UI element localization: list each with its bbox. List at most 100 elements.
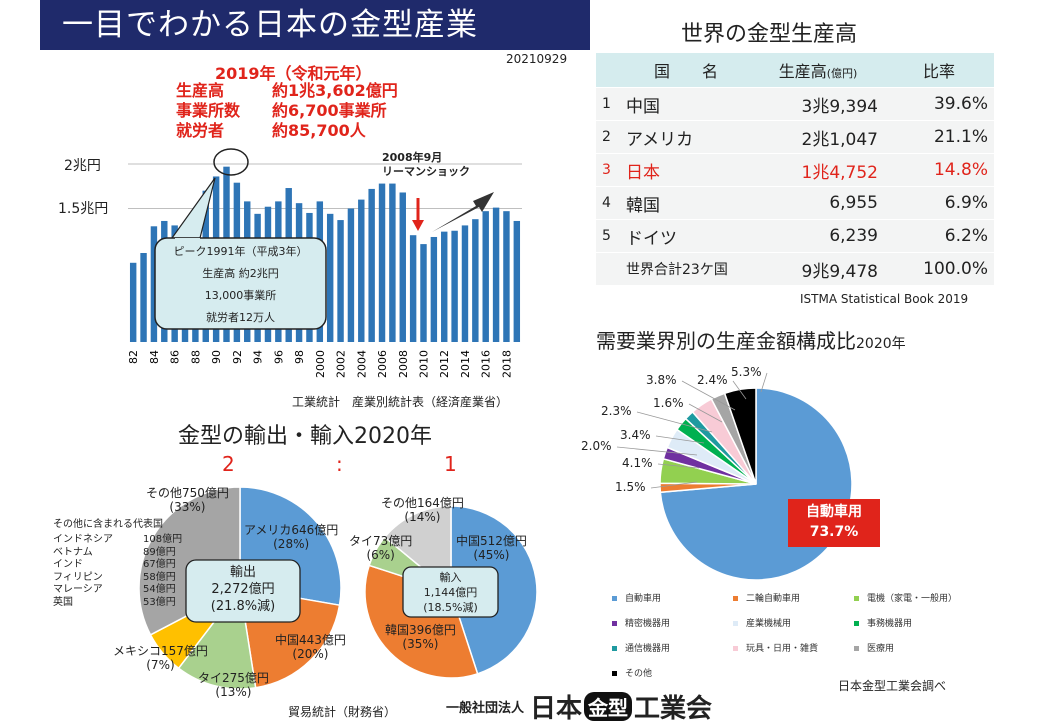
others-country: 英国	[53, 596, 73, 608]
x-tick-label: 2004	[355, 350, 368, 378]
demand-pie-chart	[659, 387, 853, 581]
rank: 2	[596, 120, 620, 154]
import-center-box	[402, 566, 499, 618]
lehman-note: 2008年9月 リーマンショック	[382, 151, 470, 179]
header-prod-label: 生産高	[778, 62, 827, 81]
demand-main-label: 自動車用 73.7%	[788, 502, 880, 542]
label-line: タイ275億円	[198, 671, 269, 685]
ratio: 21.1%	[884, 120, 994, 154]
demand-title: 需要業界別の生産金額構成比2020年	[596, 325, 906, 354]
label-line: (28%)	[273, 537, 310, 551]
x-tick-label: 2008	[397, 350, 410, 378]
y-label-15cho: 1.5兆円	[58, 201, 109, 217]
label-line: 中国443億円	[275, 633, 346, 647]
legend-label: 事務機器用	[867, 619, 913, 629]
world-header-row: 国 名 生産高(億円) 比率	[596, 53, 994, 88]
legend-item: 自動車用	[612, 591, 661, 604]
bar-2012	[441, 231, 448, 342]
others-country: マレーシア	[53, 584, 103, 595]
legend-item: 玩具・日用・雑貨	[733, 641, 818, 654]
ratio: 39.6%	[884, 87, 994, 121]
import-label-china: 中国512億円 (45%)	[456, 534, 527, 562]
import-label-others: その他164億円 (14%)	[381, 496, 464, 524]
country: ドイツ	[620, 219, 752, 253]
callout-line: 就労者12万人	[206, 311, 275, 324]
header-ratio: 比率	[884, 53, 994, 88]
world-row: 2 アメリカ 2兆1,047 21.1%	[596, 120, 994, 154]
bar-2001	[326, 213, 334, 342]
others-value: 89億円	[143, 546, 176, 558]
header-prod: 生産高(億円)	[752, 53, 884, 88]
callout-line: 13,000事業所	[204, 289, 277, 302]
legend-swatch	[733, 596, 738, 601]
others-country: ベトナム	[53, 546, 93, 558]
x-tick-label: 86	[169, 350, 182, 364]
summary-year: 2019年（令和元年）	[215, 64, 372, 83]
x-tick-label: 2006	[376, 350, 389, 378]
x-tick-label: 96	[272, 350, 285, 364]
label-line: メキシコ157億円	[113, 644, 208, 658]
others-value: 53億円	[143, 596, 176, 608]
production: 6,955	[752, 186, 884, 220]
export-center-box	[185, 559, 301, 623]
date-label: 20210929	[506, 52, 568, 66]
rank: 3	[596, 153, 620, 187]
legend-swatch	[854, 646, 859, 651]
demand-pct-label: 1.6%	[653, 396, 684, 410]
history-source: 工業統計 産業別統計表（経済産業省）	[292, 395, 509, 409]
export-label-mexico: メキシコ157億円 (7%)	[113, 644, 208, 672]
import-label-thai: タイ73億円 (6%)	[349, 534, 412, 562]
org-name-b: 金型	[584, 692, 633, 721]
bar-2002	[337, 220, 344, 342]
others-row: マレーシア 54億円	[53, 584, 182, 597]
others-row: ベトナム 89億円	[53, 547, 182, 560]
production: 3兆9,394	[752, 87, 884, 121]
country: 中国	[620, 87, 752, 121]
lehman-label: リーマンショック	[382, 165, 470, 178]
demand-pct-label: 3.8%	[646, 373, 677, 387]
bar-2009	[409, 235, 417, 342]
legend-item: 精密機器用	[612, 616, 670, 629]
bar-2005	[368, 188, 375, 342]
legend-item: その他	[612, 666, 652, 679]
legend-label: 電機（家電・一般用）	[867, 594, 958, 604]
ratio: 6.2%	[884, 219, 994, 253]
demand-pct-label: 2.4%	[697, 373, 728, 387]
bar-1982	[129, 262, 137, 342]
world-title: 世界の金型生産高	[681, 22, 858, 47]
legend-label: 自動車用	[625, 594, 662, 604]
country: 日本	[620, 153, 752, 187]
production: 2兆1,047	[752, 120, 884, 154]
header-country: 国 名	[620, 53, 752, 88]
ratio: 14.8%	[884, 153, 994, 187]
ratio-import: 1	[444, 452, 457, 476]
bar-2011	[430, 236, 438, 342]
bar-2013	[451, 230, 458, 342]
x-tick-label: 88	[189, 350, 202, 364]
bar-2016	[482, 211, 489, 342]
others-country: インドネシア	[53, 534, 113, 545]
others-title: その他に含まれる代表国	[53, 519, 163, 530]
others-row: 英国 53億円	[53, 597, 182, 610]
country: 韓国	[620, 186, 752, 220]
label-line: 韓国396億円	[385, 623, 456, 637]
country: アメリカ	[620, 120, 752, 154]
x-tick-label: 2016	[480, 350, 493, 378]
import-center-text: 輸入 1,144億円 (18.5%減)	[403, 570, 498, 615]
main-value: 73.7%	[809, 524, 859, 540]
demand-pct-label: 4.1%	[622, 456, 653, 470]
bar-2007	[389, 183, 396, 342]
legend-item: 二輪自動車用	[733, 591, 800, 604]
center-line: 輸出	[229, 565, 256, 580]
leader-line	[616, 446, 698, 456]
center-line: (18.5%減)	[423, 601, 478, 614]
ratio: 100.0%	[884, 252, 994, 286]
bar-1984	[150, 226, 158, 342]
x-tick-label: 84	[148, 350, 161, 364]
x-tick-label: 2012	[438, 350, 451, 378]
rank: 4	[596, 186, 620, 220]
label-line: その他750億円	[146, 486, 229, 500]
bar-2014	[461, 225, 469, 342]
world-total-row: 世界合計23ケ国 9兆9,478 100.0%	[596, 252, 994, 286]
summary-block: 生産高 約1兆3,602億円 事業所数 約6,700事業所 就労者 約85,700人	[176, 81, 398, 141]
